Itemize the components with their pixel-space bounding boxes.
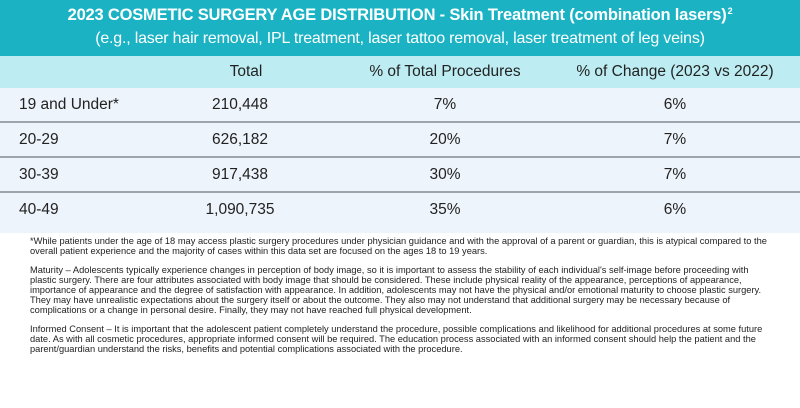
table-row: 20-29 626,182 20% 7%: [0, 123, 800, 158]
title-banner: 2023 COSMETIC SURGERY AGE DISTRIBUTION -…: [0, 0, 800, 56]
pct-change-cell: 6%: [663, 200, 687, 218]
pct-change-cell: 6%: [663, 95, 687, 113]
table-row: 19 and Under* 210,448 7% 6%: [0, 88, 800, 123]
page-subtitle: (e.g., laser hair removal, IPL treatment…: [95, 30, 705, 47]
footnote-reference: 2: [727, 6, 733, 16]
pct-total-cell: 30%: [429, 165, 461, 183]
column-header-pct-total: % of Total Procedures: [369, 63, 521, 80]
table-row: 30-39 917,438 30% 7%: [0, 158, 800, 193]
pct-total-cell: 20%: [429, 130, 461, 148]
footnotes: *While patients under the age of 18 may …: [30, 236, 775, 363]
page-title-text: 2023 COSMETIC SURGERY AGE DISTRIBUTION -…: [67, 6, 727, 24]
footnote-age-disclaimer: *While patients under the age of 18 may …: [30, 236, 767, 256]
total-cell: 1,090,735: [205, 200, 275, 218]
age-group-cell: 30-39: [19, 165, 59, 183]
pct-total-cell: 7%: [433, 95, 457, 113]
age-group-cell: 19 and Under*: [19, 95, 119, 113]
age-group-cell: 20-29: [19, 130, 59, 148]
total-cell: 210,448: [211, 95, 269, 113]
total-cell: 626,182: [211, 130, 269, 148]
footnote-informed-consent: Informed Consent – It is important that …: [30, 324, 763, 354]
column-header-pct-change: % of Change (2023 vs 2022): [576, 63, 774, 80]
pct-total-cell: 35%: [429, 200, 461, 218]
footnote-maturity: Maturity – Adolescents typically experie…: [30, 265, 762, 315]
column-header-total: Total: [229, 63, 263, 80]
page-title: 2023 COSMETIC SURGERY AGE DISTRIBUTION -…: [0, 6, 800, 25]
age-group-cell: 40-49: [19, 200, 59, 218]
total-cell: 917,438: [211, 165, 269, 183]
pct-change-cell: 7%: [663, 130, 687, 148]
table-row: 40-49 1,090,735 35% 6%: [0, 193, 800, 233]
pct-change-cell: 7%: [663, 165, 687, 183]
table-header-row: Total % of Total Procedures % of Change …: [0, 56, 800, 88]
age-distribution-table: Total % of Total Procedures % of Change …: [0, 56, 800, 233]
